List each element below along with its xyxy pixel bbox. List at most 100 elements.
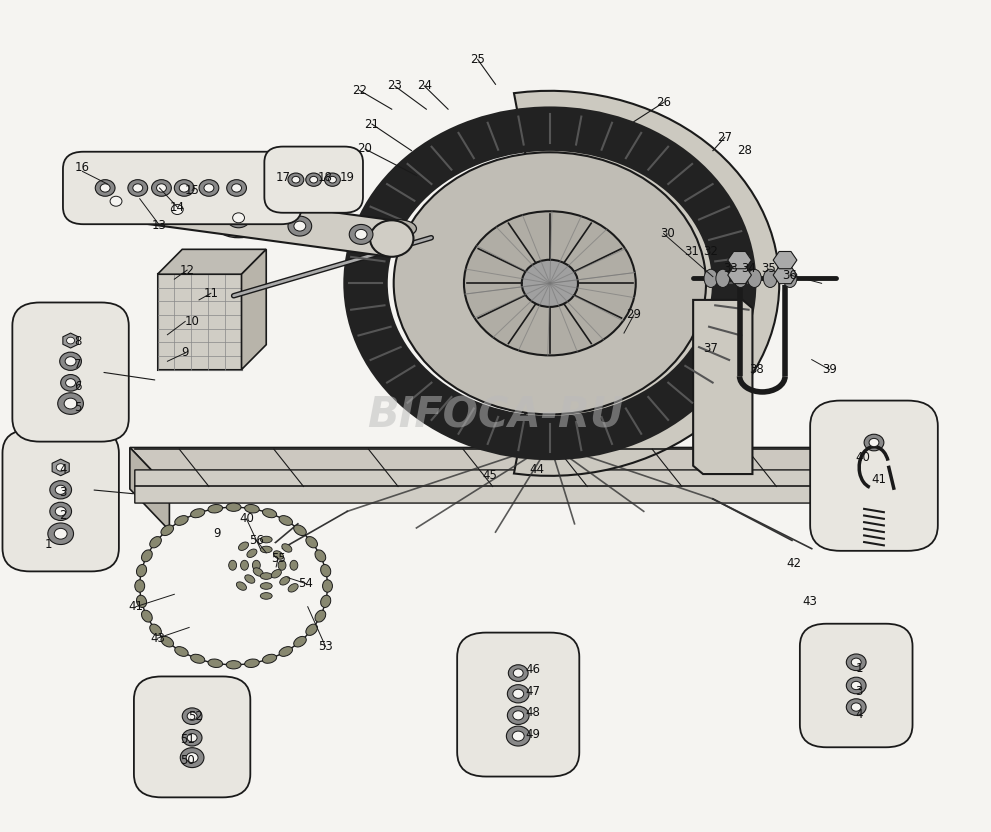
Ellipse shape (733, 270, 747, 288)
Text: 8: 8 (73, 334, 81, 348)
Text: 51: 51 (179, 733, 194, 746)
Text: 24: 24 (417, 80, 432, 92)
Ellipse shape (245, 575, 255, 583)
Ellipse shape (247, 549, 257, 557)
Ellipse shape (763, 270, 777, 288)
Text: 10: 10 (184, 315, 199, 328)
Ellipse shape (150, 624, 162, 636)
Circle shape (292, 176, 300, 183)
Circle shape (59, 352, 81, 370)
Ellipse shape (306, 624, 317, 636)
Circle shape (152, 180, 171, 196)
Text: 50: 50 (179, 755, 194, 767)
Text: 55: 55 (271, 552, 285, 565)
Text: 13: 13 (152, 219, 166, 232)
Text: 45: 45 (483, 469, 497, 483)
Ellipse shape (245, 504, 260, 513)
Circle shape (513, 669, 523, 677)
Text: 17: 17 (275, 171, 290, 184)
Text: 39: 39 (823, 363, 837, 376)
Text: 26: 26 (656, 96, 671, 109)
Circle shape (310, 176, 318, 183)
Text: 46: 46 (525, 663, 540, 676)
Circle shape (186, 753, 198, 763)
Polygon shape (158, 250, 267, 275)
Text: 2: 2 (58, 509, 66, 522)
Circle shape (288, 173, 304, 186)
Ellipse shape (174, 516, 188, 525)
Ellipse shape (261, 592, 273, 599)
Text: 30: 30 (660, 227, 675, 240)
Ellipse shape (315, 610, 326, 622)
Circle shape (232, 184, 242, 192)
Text: 36: 36 (783, 269, 798, 281)
Ellipse shape (253, 567, 264, 577)
Circle shape (355, 230, 367, 240)
Ellipse shape (135, 580, 145, 592)
Ellipse shape (137, 595, 147, 607)
Circle shape (167, 531, 299, 641)
Circle shape (507, 685, 529, 703)
Circle shape (204, 184, 214, 192)
Ellipse shape (281, 544, 292, 552)
Ellipse shape (321, 595, 331, 607)
Circle shape (328, 176, 336, 183)
Circle shape (64, 399, 77, 409)
Text: 11: 11 (203, 287, 218, 300)
Polygon shape (773, 266, 797, 284)
Ellipse shape (293, 525, 306, 536)
Text: 14: 14 (169, 201, 184, 214)
Polygon shape (62, 333, 78, 348)
Text: 1: 1 (45, 538, 53, 551)
Circle shape (512, 689, 523, 698)
Text: 34: 34 (741, 262, 756, 275)
Ellipse shape (137, 564, 147, 577)
Circle shape (50, 503, 71, 521)
Text: 42: 42 (787, 557, 802, 570)
Text: 40: 40 (239, 513, 254, 525)
Circle shape (227, 180, 247, 196)
Text: 53: 53 (318, 640, 333, 653)
Text: 9: 9 (213, 527, 221, 540)
FancyBboxPatch shape (134, 676, 251, 797)
FancyBboxPatch shape (811, 400, 937, 551)
Circle shape (179, 184, 189, 192)
Circle shape (199, 180, 219, 196)
Circle shape (508, 665, 528, 681)
Polygon shape (773, 251, 797, 269)
Circle shape (851, 703, 861, 711)
Text: 4: 4 (58, 463, 66, 477)
Ellipse shape (322, 580, 332, 592)
Ellipse shape (290, 560, 298, 570)
Ellipse shape (229, 560, 237, 570)
Circle shape (846, 654, 866, 671)
Text: 1: 1 (855, 661, 863, 675)
Ellipse shape (208, 504, 223, 513)
Ellipse shape (261, 572, 273, 579)
Ellipse shape (241, 560, 249, 570)
Text: 3: 3 (59, 486, 66, 499)
Ellipse shape (253, 560, 261, 570)
Text: 37: 37 (704, 341, 718, 354)
Polygon shape (130, 448, 169, 531)
Text: 18: 18 (318, 171, 333, 184)
Polygon shape (82, 179, 395, 256)
Text: 23: 23 (387, 80, 402, 92)
Text: 56: 56 (249, 534, 264, 547)
Circle shape (306, 173, 321, 186)
FancyBboxPatch shape (63, 151, 301, 224)
Circle shape (63, 179, 107, 215)
Circle shape (182, 708, 202, 725)
Polygon shape (693, 300, 752, 474)
Polygon shape (514, 91, 779, 476)
Ellipse shape (298, 220, 337, 238)
Ellipse shape (263, 654, 276, 663)
Circle shape (846, 677, 866, 694)
Ellipse shape (315, 550, 326, 562)
Circle shape (506, 726, 530, 746)
Ellipse shape (174, 646, 188, 656)
Circle shape (187, 712, 197, 721)
Circle shape (464, 211, 636, 355)
Circle shape (507, 706, 529, 725)
Text: 38: 38 (749, 363, 764, 376)
